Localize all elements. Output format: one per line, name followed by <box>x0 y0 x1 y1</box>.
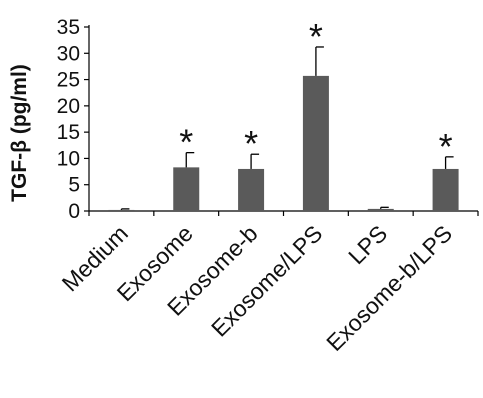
y-tick-label: 35 <box>57 16 80 39</box>
significance-star-1: * <box>179 122 193 163</box>
y-axis-label: TGF-β (pg/ml) <box>8 64 31 202</box>
error-bars <box>120 46 454 210</box>
significance-star-3: * <box>309 16 323 57</box>
y-tick-label: 25 <box>57 69 80 92</box>
bar-1 <box>173 167 200 211</box>
bar-0 <box>108 209 135 211</box>
y-tick-label: 5 <box>68 174 80 197</box>
y-tick-label: 15 <box>57 121 80 144</box>
significance-markers: * * * * <box>179 16 452 167</box>
y-tick-label: 0 <box>68 200 80 223</box>
significance-star-5: * <box>439 126 453 167</box>
bar-2 <box>238 168 265 211</box>
y-tick-label: 20 <box>57 95 80 118</box>
y-tick-label: 30 <box>57 42 80 65</box>
x-category-label-4: LPS <box>343 220 392 269</box>
x-category-label-3: Exosome/LPS <box>206 220 327 341</box>
y-tick-labels: 0 5 10 15 20 25 30 35 <box>57 16 80 223</box>
bar-3 <box>302 75 329 212</box>
significance-star-2: * <box>244 123 258 164</box>
y-axis <box>84 25 90 212</box>
bar-5 <box>432 168 459 211</box>
bars <box>108 75 459 212</box>
x-axis <box>88 210 479 216</box>
y-tick-label: 10 <box>57 147 80 170</box>
bar-4 <box>367 208 394 211</box>
